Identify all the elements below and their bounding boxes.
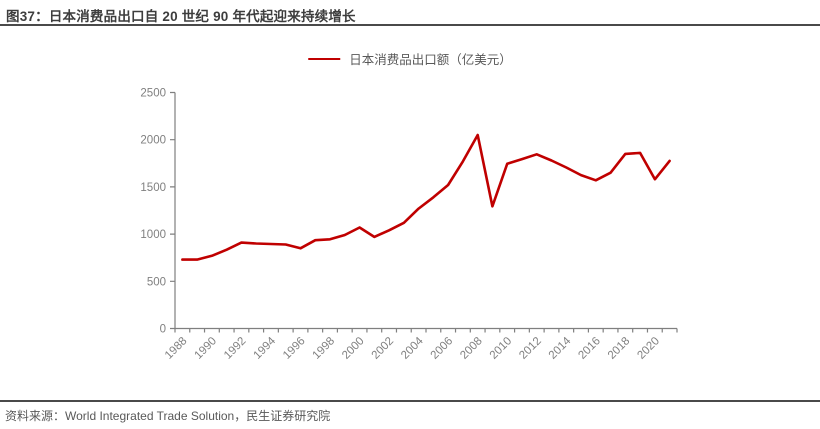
y-axis <box>170 91 176 330</box>
x-tick-label: 2010 <box>488 335 515 362</box>
x-tick-label: 2020 <box>635 335 662 362</box>
legend-series-label: 日本消费品出口额（亿美元） <box>349 53 512 67</box>
y-tick-label: 2000 <box>140 135 166 147</box>
chart-legend: 日本消费品出口额（亿美元） <box>308 49 512 68</box>
x-tick-label: 1988 <box>163 335 190 362</box>
series-line <box>181 133 671 261</box>
x-tick-label: 2000 <box>340 335 367 362</box>
y-axis-labels: 0 500 1000 1500 2000 2500 <box>140 88 166 336</box>
x-tick-label: 2008 <box>458 335 485 362</box>
x-axis-line <box>174 327 678 333</box>
y-tick-label: 1000 <box>140 229 166 241</box>
x-tick-label: 1992 <box>222 335 249 362</box>
x-tick-label: 2006 <box>429 335 456 362</box>
source-note: 资料来源：World Integrated Trade Solution，民生证… <box>5 409 331 423</box>
x-tick-label: 2016 <box>576 335 603 362</box>
x-tick-label: 2014 <box>547 335 574 362</box>
y-axis-line <box>170 91 176 330</box>
x-axis <box>174 327 678 333</box>
footer-divider <box>0 400 820 402</box>
x-tick-label: 1994 <box>252 335 279 362</box>
y-tick-label: 1500 <box>140 182 166 194</box>
x-tick-label: 2002 <box>370 335 397 362</box>
x-tick-label: 1990 <box>192 335 219 362</box>
x-tick-label: 1998 <box>311 335 338 362</box>
x-tick-label: 1996 <box>281 335 308 362</box>
y-tick-label: 0 <box>160 324 166 336</box>
x-tick-label: 2004 <box>399 335 426 362</box>
figure-title: 图37：日本消费品出口自 20 世纪 90 年代起迎来持续增长 <box>6 9 356 24</box>
title-divider <box>0 24 820 26</box>
y-tick-label: 500 <box>147 276 166 288</box>
x-tick-label: 2018 <box>606 335 633 362</box>
x-tick-label: 2012 <box>517 335 544 362</box>
y-tick-label: 2500 <box>140 88 166 100</box>
x-axis-labels: 1988 1990 1992 1994 1996 1998 2000 2002 2004 2006… <box>163 335 662 362</box>
legend-line-swatch-icon <box>308 57 341 60</box>
